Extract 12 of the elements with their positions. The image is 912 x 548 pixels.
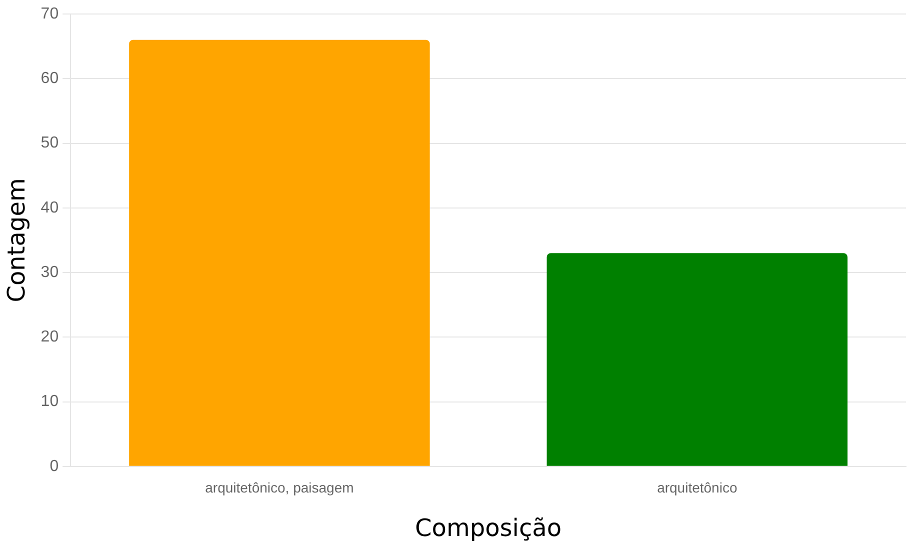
y-tick-label: 0 bbox=[50, 458, 59, 475]
y-axis-title: Contagem bbox=[2, 178, 31, 302]
x-tick-label: arquitetônico, paisagem bbox=[205, 480, 354, 496]
y-tick-label: 40 bbox=[40, 199, 59, 216]
y-tick-label: 60 bbox=[40, 70, 59, 88]
y-tick-label: 20 bbox=[40, 328, 59, 346]
y-tick-label: 70 bbox=[40, 5, 59, 22]
y-tick-label: 30 bbox=[40, 264, 59, 281]
x-axis-title: Composição bbox=[415, 514, 562, 542]
y-tick-label: 50 bbox=[40, 134, 59, 152]
x-tick-label: arquitetônico bbox=[657, 480, 738, 496]
y-tick-label: 10 bbox=[40, 393, 59, 410]
